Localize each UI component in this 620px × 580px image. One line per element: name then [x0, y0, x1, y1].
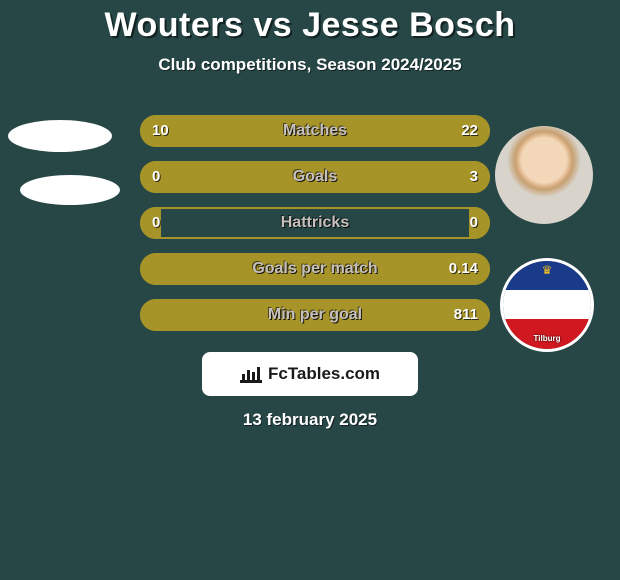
bar-fill-left — [140, 161, 161, 193]
team-badge-right: ♛ Tilburg — [500, 258, 594, 352]
stat-row: Hattricks00 — [140, 207, 490, 239]
stat-row: Goals03 — [140, 161, 490, 193]
player-avatar-left — [8, 120, 112, 152]
team-badge-left — [20, 175, 120, 205]
stat-row: Matches1022 — [140, 115, 490, 147]
team-badge-right-graphic: ♛ Tilburg — [503, 261, 591, 349]
attribution-badge: FcTables.com — [202, 352, 418, 396]
bar-fill-right — [161, 161, 490, 193]
bar-track — [140, 207, 490, 239]
bar-fill-left — [140, 207, 161, 239]
attribution-text: FcTables.com — [268, 364, 380, 384]
player-avatar-right — [495, 126, 593, 224]
page-subtitle: Club competitions, Season 2024/2025 — [0, 55, 620, 75]
comparison-infographic: Wouters vs Jesse Bosch Club competitions… — [0, 0, 620, 580]
stat-row: Goals per match0.14 — [140, 253, 490, 285]
team-badge-right-label: Tilburg — [503, 334, 591, 343]
date-label: 13 february 2025 — [0, 410, 620, 430]
bar-fill-right — [469, 207, 490, 239]
chart-icon — [240, 365, 262, 383]
stat-row: Min per goal811 — [140, 299, 490, 331]
bar-fill-right — [140, 253, 490, 285]
bar-fill-right — [175, 115, 490, 147]
avatar-placeholder-icon — [495, 126, 593, 224]
crown-icon: ♛ — [542, 263, 553, 277]
bar-fill-right — [140, 299, 490, 331]
page-title: Wouters vs Jesse Bosch — [0, 0, 620, 45]
bar-fill-left — [140, 115, 175, 147]
